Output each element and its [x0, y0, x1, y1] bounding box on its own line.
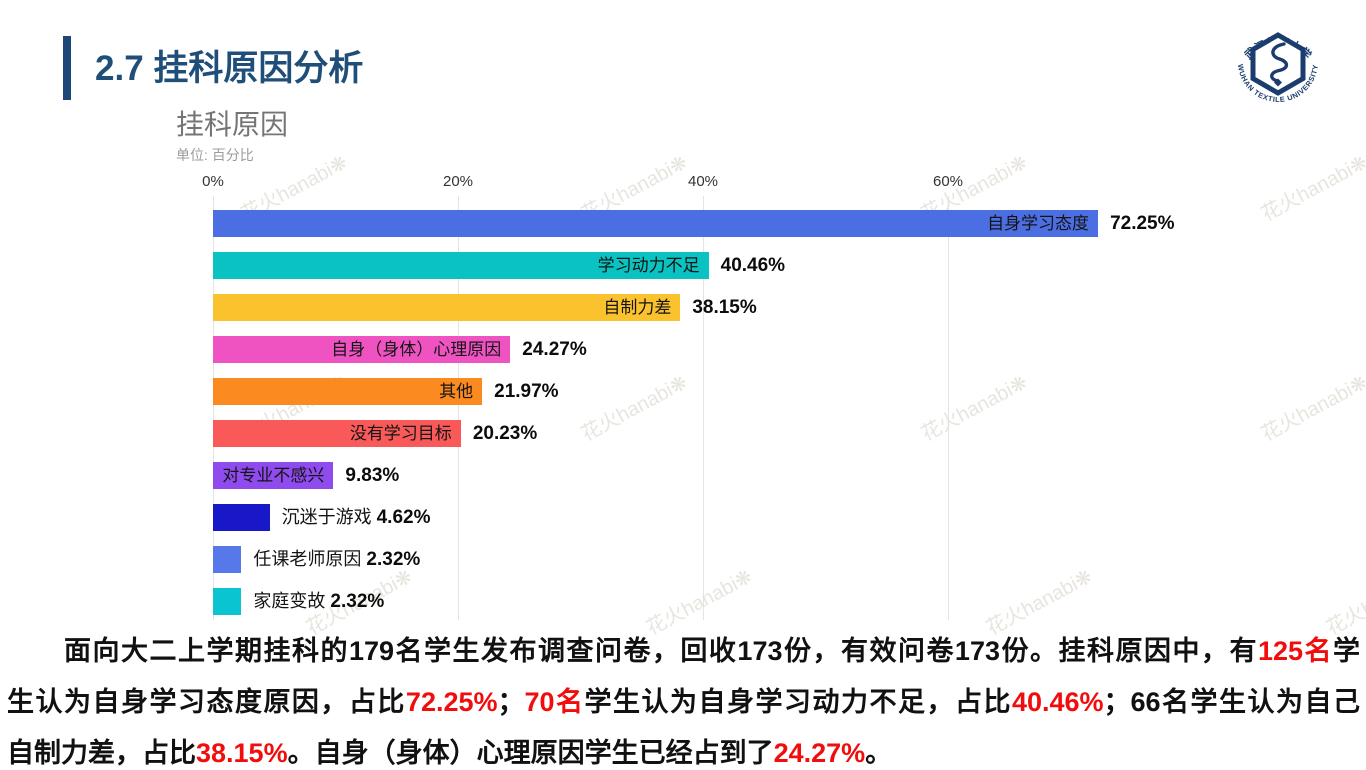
watermark: 花火hanabi❋ — [1257, 151, 1366, 226]
chart-title: 挂科原因 — [176, 109, 289, 140]
title-accent-bar — [63, 36, 71, 100]
x-tick-label: 0% — [202, 173, 224, 190]
bar-category-label: 家庭变故 — [253, 591, 331, 611]
bar-value-label: 72.25% — [1110, 213, 1175, 234]
x-gridline — [458, 196, 459, 620]
bar — [213, 336, 511, 363]
summary-highlight: 72.25% — [405, 687, 498, 717]
x-gridline — [213, 196, 214, 620]
bar — [213, 462, 334, 489]
x-gridline — [948, 196, 949, 620]
bar-category-label: 对专业不感兴 — [222, 466, 325, 485]
logo-diamond-icon — [1274, 78, 1282, 87]
summary-paragraph: 面向大二上学期挂科的179名学生发布调查问卷，回收173份，有效问卷173份。挂… — [7, 626, 1360, 770]
page-title: 2.7 挂科原因分析 — [95, 49, 364, 88]
university-logo: 武汉纺织大学 WUHAN TEXTILE UNIVERSITY — [1229, 15, 1327, 113]
bar-category-and-value-label: 任课老师原因 2.32% — [253, 546, 420, 573]
bar — [213, 420, 461, 447]
bar-category-label: 自制力差 — [603, 298, 672, 317]
bar-value-label: 24.27% — [522, 339, 587, 360]
bar — [213, 252, 709, 279]
summary-text: 自制力差，占比 — [7, 738, 196, 768]
summary-highlight: 70名 — [524, 687, 585, 717]
x-tick-label: 20% — [442, 173, 474, 190]
bar-category-label: 没有学习目标 — [349, 424, 452, 443]
summary-text: 学生认为自身学习动力不足，占比 — [584, 687, 1012, 717]
bar — [213, 504, 270, 531]
watermark: 花火hanabi❋ — [917, 371, 1032, 446]
bar — [213, 588, 242, 615]
summary-highlight: 38.15% — [196, 738, 288, 768]
bar-category-and-value-label: 沉迷于游戏 4.62% — [282, 504, 431, 531]
x-tick-label: 40% — [687, 173, 719, 190]
watermark: 花火hanabi❋ — [577, 371, 692, 446]
bar-category-label: 自身（身体）心理原因 — [331, 340, 502, 359]
x-tick-label: 60% — [932, 173, 964, 190]
bar-category-label: 任课老师原因 — [253, 549, 367, 569]
bar-value-label: 9.83% — [345, 465, 400, 486]
bar-value-label: 38.15% — [692, 297, 757, 318]
summary-text: ；66名学生认为自己 — [1103, 687, 1361, 717]
summary-text: ； — [497, 687, 525, 717]
bar-category-label: 其他 — [439, 382, 474, 401]
chart-unit-label: 单位: 百分比 — [176, 147, 254, 163]
bar-category-label: 自身学习态度 — [987, 214, 1090, 233]
bar — [213, 210, 1099, 237]
summary-line: 面向大二上学期挂科的179名学生发布调查问卷，回收173份，有效问卷173份。挂… — [7, 626, 1360, 677]
summary-text: 。 — [865, 738, 893, 768]
bar-value-label: 40.46% — [720, 255, 786, 276]
bar-category-label: 沉迷于游戏 — [281, 507, 377, 527]
logo-thread-icon — [1270, 42, 1289, 83]
summary-line: 生认为自身学习态度原因，占比72.25%；70名学生认为自身学习动力不足，占比4… — [7, 677, 1360, 728]
bar-category-label: 学习动力不足 — [597, 256, 700, 275]
bar-value-label: 2.32% — [366, 549, 421, 570]
logo-hexagon-icon — [1250, 32, 1306, 96]
summary-highlight: 125名 — [1257, 636, 1333, 666]
bar — [213, 294, 681, 321]
summary-text: 生认为自身学习态度原因，占比 — [7, 687, 406, 717]
summary-highlight: 24.27% — [773, 738, 866, 768]
summary-line: 自制力差，占比38.15%。自身（身体）心理原因学生已经占到了24.27%。 — [7, 728, 1360, 770]
watermark: 花火hanabi❋ — [1257, 371, 1366, 446]
bar-value-label: 2.32% — [330, 591, 385, 612]
summary-text: 。自身（身体）心理原因学生已经占到了 — [287, 738, 774, 768]
bar-value-label: 20.23% — [472, 423, 538, 444]
bar — [213, 546, 242, 573]
summary-highlight: 40.46% — [1011, 687, 1104, 717]
x-gridline — [703, 196, 704, 620]
bar — [213, 378, 483, 405]
summary-text: 面向大二上学期挂科的179名学生发布调查问卷，回收173份，有效问卷173份。挂… — [7, 636, 1258, 666]
bar-value-label: 4.62% — [376, 507, 431, 528]
bar-value-label: 21.97% — [494, 381, 559, 402]
bar-category-and-value-label: 家庭变故 2.32% — [253, 588, 384, 615]
summary-text: 学 — [1332, 636, 1360, 666]
